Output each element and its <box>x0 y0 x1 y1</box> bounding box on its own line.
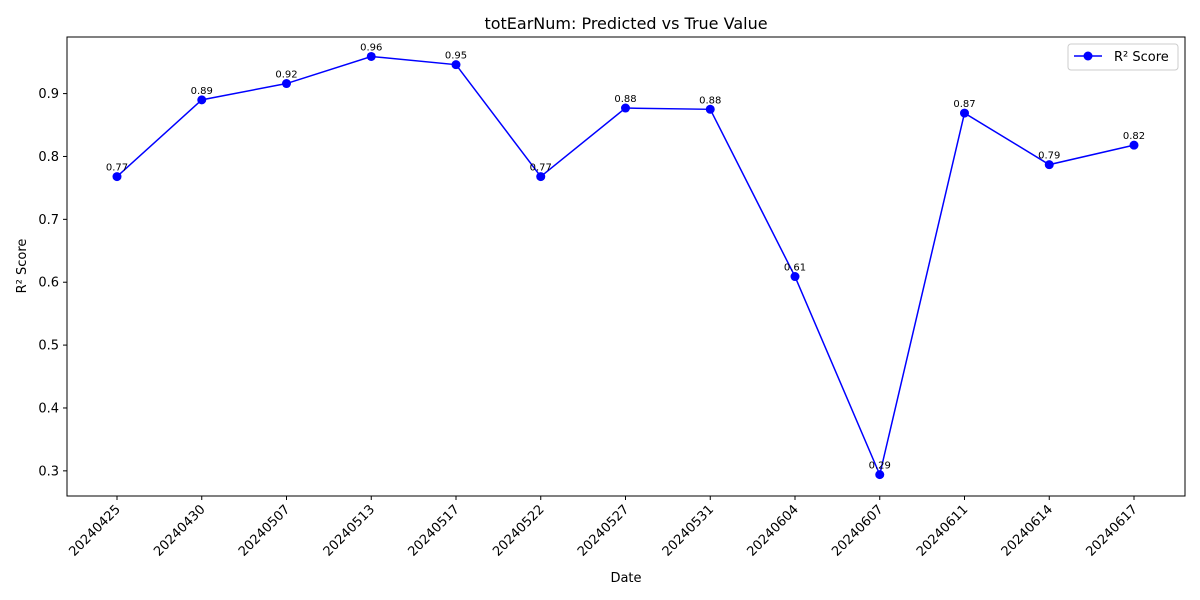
data-label: 0.95 <box>445 51 467 62</box>
chart-title: totEarNum: Predicted vs True Value <box>484 14 767 33</box>
data-point <box>705 104 715 114</box>
legend-box <box>1067 43 1179 71</box>
y-tick-label: 0.7 <box>38 213 59 228</box>
data-label: 0.61 <box>784 263 806 274</box>
y-tick-label: 0.6 <box>38 276 59 291</box>
data-label: 0.82 <box>1123 131 1145 142</box>
data-point <box>536 172 546 182</box>
data-label: 0.92 <box>275 70 297 81</box>
data-point <box>282 79 291 89</box>
y-tick-label: 0.4 <box>38 401 59 416</box>
data-label: 0.96 <box>360 42 382 53</box>
data-label: 0.89 <box>191 86 213 97</box>
data-point <box>197 95 207 105</box>
data-point <box>875 470 885 480</box>
data-point <box>451 60 461 70</box>
legend-label: R² Score <box>1114 50 1169 65</box>
data-label: 0.29 <box>869 461 891 472</box>
data-label: 0.88 <box>699 95 721 106</box>
data-point <box>112 172 122 182</box>
series-layer <box>112 51 1139 480</box>
data-label: 0.79 <box>1038 151 1060 162</box>
x-axis-label: Date <box>610 571 641 586</box>
y-tick-label: 0.3 <box>38 464 59 479</box>
data-point <box>960 108 969 118</box>
data-label: 0.88 <box>614 94 636 105</box>
data-point <box>1129 140 1139 150</box>
data-labels: 0.77 0.89 0.92 0.96 0.95 0.77 0.88 0.88 0.61 0.29… <box>106 42 1145 471</box>
data-point <box>1044 160 1054 170</box>
data-point <box>790 272 800 282</box>
data-label: 0.77 <box>530 163 552 174</box>
y-axis: 0.3 0.4 0.5 0.6 0.7 0.8 0.9 <box>38 87 67 479</box>
y-tick-label: 0.9 <box>38 87 59 102</box>
data-point <box>366 51 376 61</box>
legend: R² Score <box>1067 43 1179 71</box>
y-axis-label: R² Score <box>15 239 30 294</box>
y-tick-label: 0.8 <box>38 150 59 165</box>
data-label: 0.87 <box>953 99 975 110</box>
legend-marker-icon <box>1083 51 1093 61</box>
data-point <box>621 103 630 113</box>
data-label: 0.77 <box>106 163 128 174</box>
y-tick-label: 0.5 <box>38 339 59 354</box>
